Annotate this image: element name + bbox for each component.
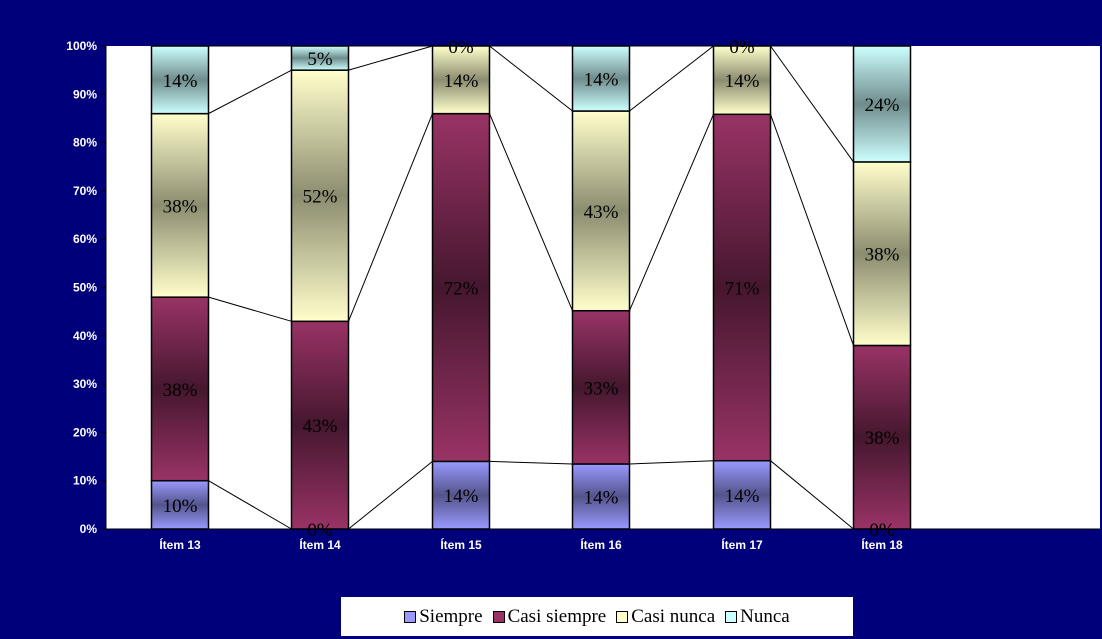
series-line [489,45,573,112]
bar-segment [712,45,772,116]
series-line [208,296,292,322]
data-label: 52% [303,187,338,208]
bar-segment [431,112,491,463]
data-label: 14% [444,486,479,507]
legend-swatch [492,610,505,623]
bar-segment [852,344,912,530]
data-label: 14% [584,487,619,508]
data-label: 38% [865,245,900,266]
series-line [348,113,433,322]
bars [150,45,912,530]
data-label: 14% [444,71,479,92]
series-line [489,113,573,311]
data-label: 38% [865,428,900,449]
series-line [770,45,854,163]
bar-segment [431,460,491,530]
y-tick-label: 80% [73,136,97,150]
series-line [208,480,292,530]
y-tick-label: 0% [80,522,98,536]
data-label: 14% [725,486,760,507]
data-label: 0% [869,520,895,541]
data-label: 43% [584,202,619,223]
y-tick-label: 90% [73,87,97,101]
data-label: 72% [444,279,479,300]
series-line [629,114,714,311]
data-label: 0% [307,520,333,541]
data-label: 0% [448,37,474,58]
series-line [629,45,714,112]
data-label: 14% [163,71,198,92]
bar-segment [852,161,912,347]
series-line [629,460,714,465]
x-tick-label: Ítem 15 [440,537,482,552]
bar-segment [290,45,350,71]
bar-segment [712,459,772,530]
y-tick-label: 10% [73,474,97,488]
bar-segment [852,45,912,163]
y-axis: 0% 10% 20% 30% 40% 50% 60% 70% 80% 90% 100% [66,39,107,536]
data-label: 14% [584,70,619,91]
data-label: 33% [584,378,619,399]
bar-segment [431,45,491,115]
y-tick-label: 20% [73,425,97,439]
data-label: 24% [865,95,900,116]
series-line [770,114,854,346]
bar-segment [571,309,631,465]
bar-segment [290,320,350,530]
data-label: 43% [303,416,338,437]
legend-swatch [616,610,629,623]
series-line [348,45,433,71]
legend-label: Casi siempre [507,605,607,627]
data-label: 5% [307,49,333,70]
data-label: 0% [729,37,755,58]
bar-segment [150,296,210,482]
bar-segment [712,113,772,462]
data-label: 38% [163,196,198,217]
legend-item: Casi nunca [616,606,715,628]
x-tick-label: Ítem 17 [721,537,763,552]
y-tick-label: 100% [66,39,97,53]
data-label: 38% [163,380,198,401]
series-line [348,460,433,530]
data-label: 14% [725,71,760,92]
legend-label: Siempre [419,605,483,627]
x-tick-label: Ítem 13 [159,537,201,552]
bar-segment [150,112,210,298]
legend-swatch [725,610,738,623]
series-line [770,460,854,530]
series-line [208,69,292,115]
x-tick-label: Ítem 18 [861,537,903,552]
data-labels: 10% 38% 38% 14% 0% 43% 52% 5% 14% 72% 14% 0% 14% 33% 4… [163,37,900,541]
data-label: 71% [725,279,760,300]
legend-label: Casi nunca [631,605,716,627]
legend-item: Casi siempre [492,605,607,628]
bar-segment [571,463,631,530]
bar-segment [571,45,631,112]
y-tick-label: 50% [73,281,97,295]
y-tick-label: 70% [73,184,97,198]
series-line [489,460,573,465]
y-tick-label: 60% [73,232,97,246]
x-axis: Ítem 13 Ítem 14 Ítem 15 Ítem 16 Ítem 17 Ítem … [106,528,1100,552]
x-tick-label: Ítem 14 [299,537,341,552]
data-label: 10% [163,496,198,517]
y-tick-label: 30% [73,377,97,391]
legend-label: Nunca [740,605,790,627]
bar-segment [571,110,631,312]
series-lines [208,45,854,530]
legend-item: Siempre [404,605,483,628]
legend-swatch [404,610,417,623]
bar-segment [150,45,210,115]
legend-item: Nunca [725,606,790,628]
y-tick-label: 40% [73,329,97,343]
x-tick-label: Ítem 16 [580,537,622,552]
legend: Siempre Casi siempre Casi nunca Nunca [341,597,853,636]
